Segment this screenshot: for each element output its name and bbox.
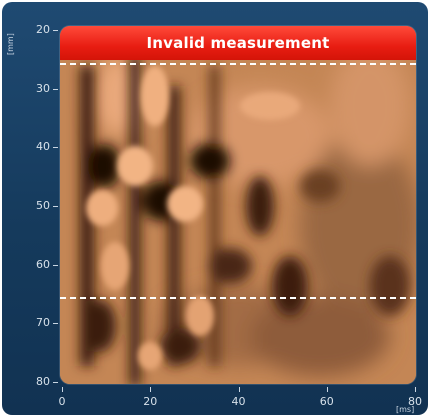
x-tick-mark bbox=[62, 387, 63, 392]
x-tick-mark bbox=[326, 387, 328, 392]
y-tick-mark bbox=[53, 88, 58, 90]
y-tick-label: 30 bbox=[36, 81, 50, 95]
y-tick-label: 60 bbox=[36, 257, 50, 271]
y-tick-label: 80 bbox=[36, 375, 50, 388]
y-tick-mark bbox=[53, 206, 58, 207]
x-tick-label: 20 bbox=[143, 395, 158, 408]
y-tick-label: 20 bbox=[36, 23, 50, 36]
y-tick-mark bbox=[53, 323, 58, 325]
upper-boundary-line[interactable] bbox=[60, 63, 416, 66]
x-tick-label: 80 bbox=[408, 395, 422, 408]
y-tick-mark bbox=[53, 382, 58, 383]
x-tick-mark bbox=[150, 387, 152, 392]
x-tick-mark bbox=[238, 387, 240, 392]
invalid-measurement-banner: Invalid measurement bbox=[60, 26, 416, 60]
x-tick-label: 60 bbox=[319, 395, 334, 408]
x-tick-label: 40 bbox=[231, 395, 246, 408]
y-tick-mark bbox=[53, 264, 58, 266]
y-tick-mark bbox=[53, 30, 58, 31]
y-tick-label: 40 bbox=[36, 140, 50, 154]
y-tick-label: 70 bbox=[36, 316, 50, 330]
y-axis-unit: [mm] bbox=[6, 33, 15, 55]
tissue-texture bbox=[60, 26, 416, 384]
y-tick-label: 50 bbox=[36, 199, 50, 212]
x-tick-mark bbox=[415, 387, 416, 392]
lower-boundary-line[interactable] bbox=[60, 296, 416, 299]
y-tick-mark bbox=[53, 147, 58, 149]
x-tick-label: 0 bbox=[58, 395, 66, 408]
ultrasound-image[interactable]: Invalid measurement bbox=[60, 26, 416, 384]
x-axis-unit: [ms] bbox=[396, 405, 415, 414]
